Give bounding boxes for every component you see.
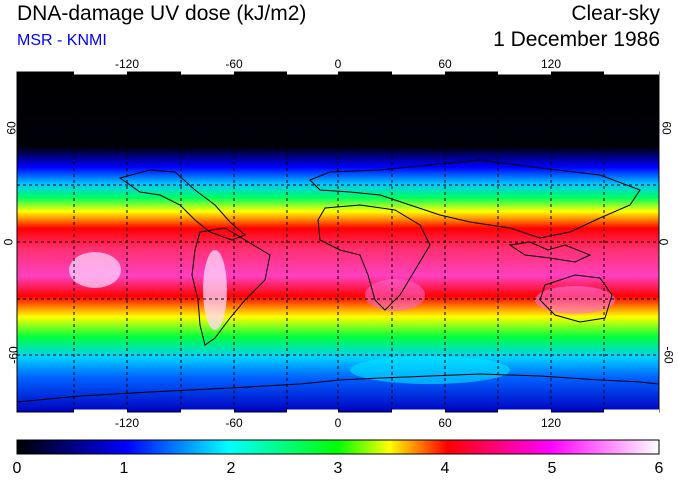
- colorbar: [16, 439, 660, 455]
- lat-tick-right-2: 0: [656, 238, 671, 246]
- date-label: 1 December 1986: [493, 28, 660, 51]
- high-dose-patch-australia: [535, 286, 615, 314]
- sky-condition-label: Clear-sky: [571, 2, 660, 25]
- lat-tick-right-1: 60: [659, 121, 674, 135]
- colorbar-label-2: 2: [226, 460, 236, 477]
- lon-tick-bottom-3: 0: [334, 416, 342, 430]
- lat-tick-right-3: -60: [661, 346, 676, 364]
- lon-tick-top-5: 120: [540, 57, 562, 71]
- coast-africa: [317, 204, 431, 311]
- lon-tick-bottom-5: 120: [540, 416, 562, 430]
- colorbar-label-3: 3: [333, 460, 343, 477]
- lat-tick-left-1: 60: [4, 121, 19, 135]
- coast-europe-asia: [309, 159, 641, 239]
- lat-tick-left-2: 0: [1, 238, 16, 246]
- high-dose-patch-pacific: [69, 252, 121, 288]
- lon-tick-bottom-1: -120: [114, 416, 140, 430]
- lon-tick-bottom-2: -60: [225, 416, 243, 430]
- lon-tick-top-2: -60: [225, 57, 243, 71]
- antarctic-cyan-patch: [350, 356, 510, 384]
- colorbar-label-5: 5: [547, 460, 557, 477]
- lon-tick-top-3: 0: [334, 57, 342, 71]
- high-dose-patch-andes: [203, 250, 227, 330]
- colorbar-label-4: 4: [440, 460, 450, 477]
- colorbar-label-0: 0: [12, 460, 22, 477]
- frame-ticks: [74, 71, 659, 413]
- coast-north-america: [118, 169, 246, 241]
- colorbar-label-1: 1: [119, 460, 129, 477]
- map-title: DNA-damage UV dose (kJ/m2): [17, 2, 307, 25]
- coast-australia: [539, 274, 613, 323]
- coast-south-america: [191, 227, 271, 346]
- source-label: MSR - KNMI: [17, 32, 107, 49]
- lon-tick-top-4: 60: [438, 57, 452, 71]
- lat-tick-left-3: -60: [6, 346, 21, 364]
- lon-tick-top-1: -120: [114, 57, 140, 71]
- high-dose-patch-africa: [365, 279, 425, 311]
- lon-tick-bottom-4: 60: [438, 416, 452, 430]
- coast-indonesia: [508, 241, 592, 263]
- graticule: [17, 72, 659, 412]
- colorbar-label-6: 6: [654, 460, 664, 477]
- coast-antarctica: [16, 373, 660, 403]
- coastlines: [16, 159, 660, 403]
